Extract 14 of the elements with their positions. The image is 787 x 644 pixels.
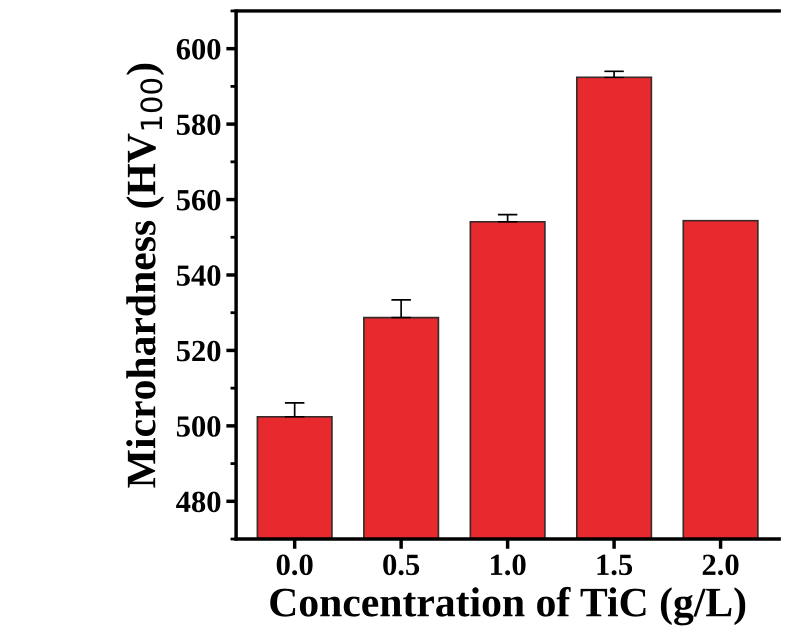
x-tick-label: 2.0: [702, 554, 738, 576]
x-tick-label: 0.5: [383, 554, 420, 576]
y-tick-label: 600: [176, 38, 220, 60]
y-tick-label: 500: [176, 416, 220, 437]
y-tick-label: 540: [176, 265, 220, 286]
y-tick-label: 560: [176, 190, 220, 210]
y-tick-label: 480: [176, 492, 220, 512]
x-axis-title: Concentration of TiC (g/L): [270, 586, 746, 626]
x-tick-label: 1.0: [490, 554, 526, 576]
y-axis-title: Microhardness (HV$_{100}$): [126, 64, 164, 488]
y-tick-label: 520: [176, 340, 220, 362]
y-tick-label: 580: [176, 114, 220, 136]
x-tick-label: 0.0: [276, 554, 313, 576]
x-tick-label: 1.5: [597, 554, 632, 576]
